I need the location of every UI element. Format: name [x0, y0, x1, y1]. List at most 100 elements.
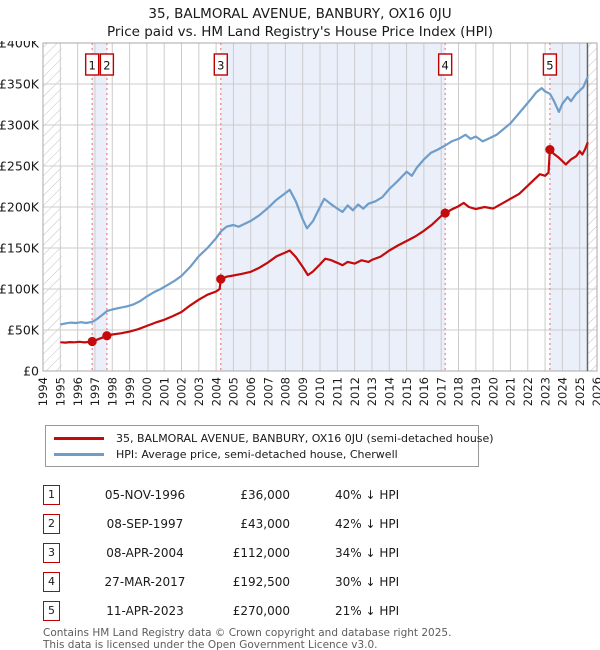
y-tick-label: £150K [0, 241, 40, 256]
sale-number-box-label: 5 [546, 59, 553, 73]
sale-row-3: 3 08-APR-2004 £112,000 34% ↓ HPI [43, 538, 600, 567]
sale-number-box [437, 53, 453, 76]
x-tick-label: 1994 [36, 377, 50, 406]
sale-number-badge: 2 [43, 513, 60, 534]
chart-title: 35, BALMORAL AVENUE, BANBURY, OX16 0JU P… [0, 0, 600, 41]
legend-label-property: 35, BALMORAL AVENUE, BANBURY, OX16 0JU (… [116, 431, 494, 445]
footer-line1: Contains HM Land Registry data © Crown c… [43, 627, 452, 639]
x-tick-label: 2021 [504, 377, 518, 406]
chart-legend: 35, BALMORAL AVENUE, BANBURY, OX16 0JU (… [45, 425, 494, 467]
sale-hpi-diff: 30% ↓ HPI [335, 574, 400, 589]
sales-table: 1 05-NOV-1996 £36,000 40% ↓ HPI 2 08-SEP… [43, 480, 600, 625]
sale-number-badge: 1 [43, 484, 60, 505]
x-tick-label: 2020 [486, 377, 500, 406]
x-tick-label: 2016 [417, 377, 431, 406]
plot-border [42, 42, 598, 372]
x-tick-label: 2023 [538, 377, 552, 406]
x-tick-label: 1997 [88, 377, 102, 406]
chart-title-line2: Price paid vs. HM Land Registry's House … [107, 24, 493, 40]
x-tick-label: 2009 [296, 377, 310, 406]
footer-line2: This data is licensed under the Open Gov… [43, 638, 378, 650]
x-tick-label: 1999 [123, 377, 137, 406]
legend-label-hpi: HPI: Average price, semi-detached house,… [116, 447, 398, 461]
sale-hpi-diff: 42% ↓ HPI [335, 516, 400, 531]
x-tick-label: 2007 [261, 377, 275, 406]
sale-number-badge: 3 [43, 542, 60, 563]
hpi-line [60, 76, 589, 326]
y-tick-label: £350K [0, 77, 40, 92]
x-tick-label: 2017 [434, 377, 448, 406]
sale-number-box-label: 2 [103, 59, 110, 73]
sale-row-2: 2 08-SEP-1997 £43,000 42% ↓ HPI [43, 509, 600, 538]
sale-number-box [213, 53, 228, 76]
sale-number-box-label: 3 [217, 59, 224, 73]
sale-number-box-label: 4 [442, 59, 449, 73]
sale-number-box-label: 1 [89, 59, 96, 73]
x-tick-label: 2001 [157, 377, 171, 406]
sale-row-1: 1 05-NOV-1996 £36,000 40% ↓ HPI [43, 480, 600, 509]
sale-date: 11-APR-2023 [106, 603, 184, 618]
x-tick-label: 2018 [452, 377, 466, 406]
x-tick-label: 2012 [348, 377, 362, 406]
x-tick-label: 1995 [54, 377, 68, 406]
sale-hpi-diff: 21% ↓ HPI [335, 603, 400, 618]
sale-row-5: 5 11-APR-2023 £270,000 21% ↓ HPI [43, 596, 600, 625]
x-tick-label: 2004 [209, 377, 223, 406]
x-tick-label: 2015 [400, 377, 414, 406]
x-tick-label: 2026 [590, 377, 600, 406]
sale-number-badge: 4 [43, 571, 60, 592]
license-footer: Contains HM Land Registry data © Crown c… [43, 627, 600, 650]
sale-number-badge: 5 [43, 600, 60, 621]
x-tick-label: 2006 [244, 377, 258, 406]
sale-point-dot [216, 274, 226, 284]
sale-date: 05-NOV-1996 [104, 487, 186, 502]
sale-price: £36,000 [240, 487, 290, 502]
legend-entry-hpi: HPI: Average price, semi-detached house,… [54, 446, 478, 462]
sale-hpi-diff: 34% ↓ HPI [335, 545, 400, 560]
x-tick-label: 2014 [382, 377, 396, 406]
sale-point-dot [440, 208, 450, 218]
y-tick-label: £250K [0, 159, 40, 174]
x-tick-label: 2025 [573, 377, 587, 406]
y-tick-label: £300K [0, 118, 40, 133]
sale-price: £270,000 [232, 603, 290, 618]
sale-row-4: 4 27-MAR-2017 £192,500 30% ↓ HPI [43, 567, 600, 596]
property-line-swatch [54, 436, 104, 440]
sale-point-dot [102, 331, 112, 341]
y-tick-label: £0 [23, 364, 39, 379]
x-tick-label: 1996 [71, 377, 85, 406]
sale-point-dot [545, 145, 555, 155]
sale-hpi-diff: 40% ↓ HPI [335, 487, 400, 502]
y-tick-label: £200K [0, 200, 40, 215]
sale-price: £192,500 [232, 574, 290, 589]
sale-date: 08-APR-2004 [106, 545, 184, 560]
chart-title-line1: 35, BALMORAL AVENUE, BANBURY, OX16 0JU [148, 6, 452, 22]
x-tick-label: 2003 [192, 377, 206, 406]
sale-point-dot [87, 336, 97, 347]
price-history-chart: 1 2 3 4 5 £0 £50K £100K £150K £200K £250K £300K £350… [0, 41, 600, 406]
sale-number-box [84, 53, 100, 76]
sale-number-box [99, 53, 115, 76]
x-tick-label: 2022 [521, 377, 535, 406]
x-tick-label: 1998 [105, 377, 119, 406]
x-tick-label: 2005 [227, 377, 241, 406]
price-paid-line [60, 141, 589, 344]
y-tick-label: £50K [7, 323, 40, 338]
sale-price: £112,000 [232, 545, 290, 560]
sale-number-box [542, 53, 558, 76]
x-tick-label: 2013 [365, 377, 379, 406]
y-tick-label: £400K [0, 41, 40, 51]
x-tick-label: 2010 [313, 377, 327, 406]
sale-date: 27-MAR-2017 [104, 574, 186, 589]
x-tick-label: 2000 [140, 377, 154, 406]
legend-entry-property: 35, BALMORAL AVENUE, BANBURY, OX16 0JU (… [54, 430, 494, 446]
x-tick-label: 2024 [556, 377, 570, 406]
sale-price: £43,000 [240, 516, 290, 531]
hpi-line-swatch [54, 452, 104, 456]
sale-date: 08-SEP-1997 [106, 516, 184, 531]
x-tick-label: 2008 [279, 377, 293, 406]
y-tick-label: £100K [0, 282, 40, 297]
x-tick-label: 2002 [175, 377, 189, 406]
x-tick-label: 2011 [331, 377, 345, 406]
x-tick-label: 2019 [469, 377, 483, 406]
